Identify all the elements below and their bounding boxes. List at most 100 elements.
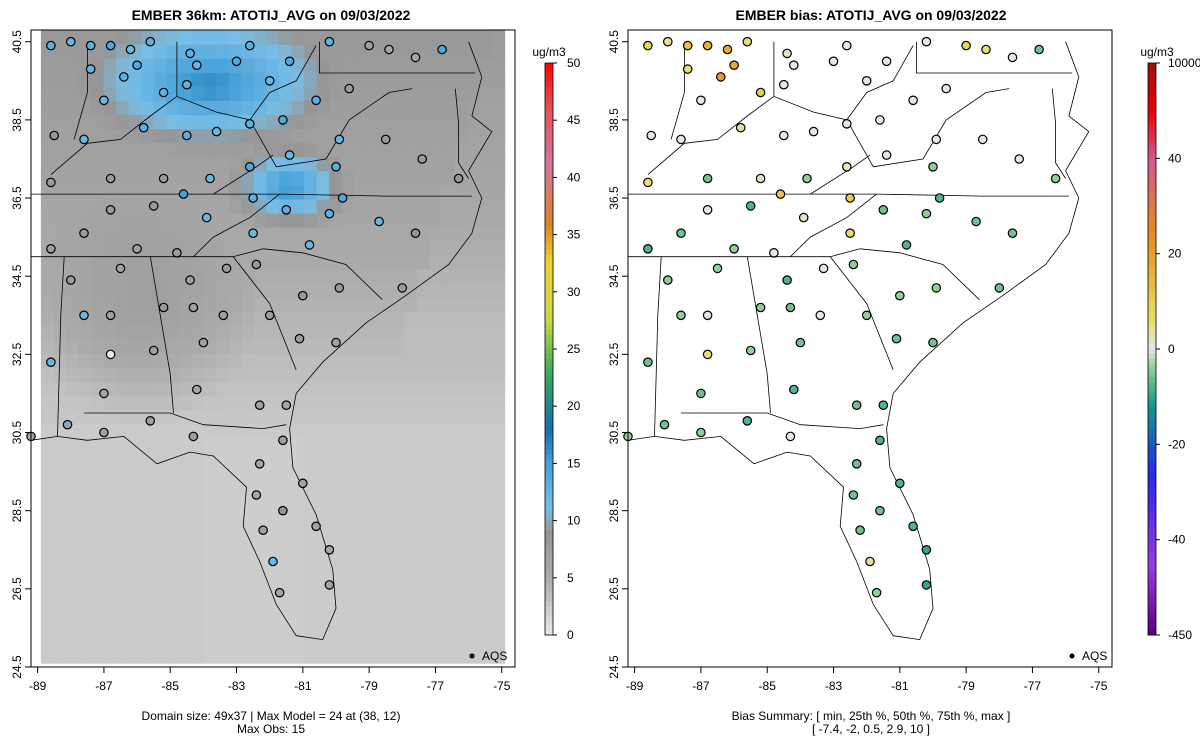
grid-cell [228, 269, 242, 284]
grid-cell [153, 620, 167, 636]
grid-cell [379, 494, 393, 509]
grid-cell [416, 44, 430, 59]
grid-cell [467, 325, 481, 341]
colorbar-segment [1148, 401, 1156, 407]
grid-cell [441, 522, 455, 538]
grid-cell [166, 381, 180, 397]
colorbar-segment [545, 406, 553, 412]
grid-cell [441, 184, 455, 200]
grid-cell [354, 142, 368, 158]
colorbar-segment [545, 344, 553, 350]
grid-cell [254, 649, 268, 664]
grid-cell [191, 550, 205, 566]
grid-cell [404, 156, 418, 172]
grid-cell [91, 170, 105, 186]
grid-cell [53, 184, 67, 200]
colorbar-tick-label: 30 [567, 285, 581, 299]
grid-cell [241, 255, 255, 270]
grid-cell [441, 114, 455, 130]
aqs-site [248, 228, 258, 238]
grid-cell [191, 606, 205, 622]
grid-cell [116, 212, 130, 228]
grid-cell [216, 283, 230, 298]
grid-cell [391, 620, 405, 636]
aqs-bias-site [891, 333, 902, 344]
colorbar-segment [1148, 511, 1156, 517]
colorbar-segment [545, 501, 553, 507]
grid-cell [216, 606, 230, 622]
colorbar-segment [545, 425, 553, 431]
grid-cell [492, 409, 506, 425]
grid-cell [203, 86, 217, 101]
grid-cell [116, 508, 130, 523]
grid-cell [454, 452, 468, 467]
grid-cell [228, 353, 242, 369]
grid-cell [141, 635, 155, 650]
grid-cell [40, 367, 54, 383]
aqs-bias-site [742, 36, 753, 47]
grid-cell [241, 367, 255, 383]
grid-cell [203, 606, 217, 622]
grid-cell [116, 142, 130, 158]
colorbar-tick-label: 25 [567, 342, 581, 356]
grid-cell [191, 564, 205, 580]
grid-cell [141, 269, 155, 284]
grid-cell [341, 452, 355, 467]
grid-cell [91, 30, 105, 45]
grid-cell [391, 423, 405, 439]
grid-cell [416, 438, 430, 453]
grid-cell [441, 283, 455, 298]
grid-cell [304, 311, 318, 327]
grid-cell [441, 142, 455, 158]
grid-cell [391, 156, 405, 172]
grid-cell [454, 564, 468, 580]
y-tick-label: 36.5 [607, 186, 621, 210]
grid-cell [241, 395, 255, 411]
grid-cell [40, 564, 54, 580]
grid-cell [103, 227, 117, 242]
colorbar-segment [1148, 472, 1156, 479]
aqs-bias-site [855, 525, 865, 535]
grid-cell [91, 198, 105, 214]
aqs-bias-site [878, 205, 889, 215]
grid-cell [379, 592, 393, 608]
grid-cell [291, 635, 305, 650]
grid-cell [316, 606, 330, 622]
grid-cell [178, 381, 192, 397]
colorbar-segment [1148, 296, 1156, 302]
grid-cell [191, 311, 205, 327]
grid-cell [216, 480, 230, 495]
aqs-site [268, 556, 278, 567]
colorbar-segment [545, 225, 553, 231]
grid-cell [254, 508, 268, 523]
grid-cell [216, 297, 230, 312]
grid-cell [366, 100, 380, 115]
aqs-site [138, 122, 149, 133]
grid-cell [441, 72, 455, 87]
grid-cell [254, 635, 268, 650]
grid-cell [492, 635, 506, 650]
grid-cell [366, 438, 380, 453]
x-tick-label: -87 [692, 679, 710, 693]
colorbar-segment [1148, 453, 1156, 460]
grid-cell [53, 114, 67, 130]
aqs-site [254, 400, 265, 410]
grid-cell [279, 30, 293, 45]
grid-cell [53, 409, 67, 425]
aqs-site [46, 177, 56, 188]
grid-cell [492, 283, 506, 298]
grid-cell [40, 325, 54, 341]
grid-cell [279, 170, 293, 186]
grid-cell [178, 142, 192, 158]
grid-cell [166, 44, 180, 59]
grid-cell [441, 311, 455, 327]
grid-cell [191, 508, 205, 523]
grid-cell [429, 592, 443, 608]
grid-cell [354, 606, 368, 622]
grid-cell [404, 438, 418, 453]
grid-cell [141, 156, 155, 172]
grid-cell [366, 522, 380, 538]
grid-cell [128, 86, 142, 101]
grid-cell [203, 550, 217, 566]
grid-cell [153, 536, 167, 552]
